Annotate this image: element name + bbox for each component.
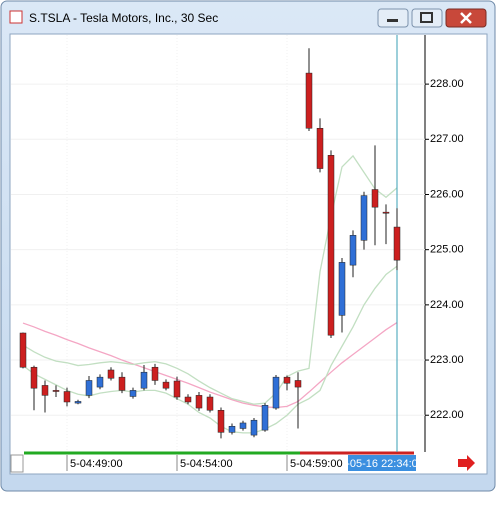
candle-body <box>305 72 313 129</box>
indicator-line <box>22 321 398 409</box>
candle-body <box>74 401 82 404</box>
y-tick-label: 222.00 <box>430 409 464 421</box>
candle-body <box>195 395 203 409</box>
minimize-button[interactable] <box>377 8 409 28</box>
candle-body <box>261 405 269 431</box>
cursor-label-bg <box>348 455 416 471</box>
client-area <box>9 33 488 475</box>
candle-body <box>118 376 126 391</box>
indicator-line <box>22 154 398 405</box>
window-title: S.TSLA - Tesla Motors, Inc., 30 Sec <box>29 11 218 25</box>
x-tick-label: 5-04:49:00 <box>70 458 123 470</box>
candle-body <box>228 426 236 433</box>
candle-body <box>52 390 60 392</box>
candle-body <box>151 366 159 381</box>
candle-body <box>360 195 368 241</box>
candle-body <box>272 376 280 409</box>
candle-body <box>129 390 137 397</box>
indicator-line <box>22 265 398 434</box>
x-tick-label: 5-04:54:00 <box>180 458 233 470</box>
scroll-box[interactable] <box>10 454 24 473</box>
candle-body <box>30 366 38 389</box>
close-icon <box>460 12 472 24</box>
maximize-button[interactable] <box>411 8 443 28</box>
y-tick-label: 225.00 <box>430 244 464 256</box>
y-tick-label: 228.00 <box>430 78 464 90</box>
candle-body <box>184 396 192 403</box>
scroll-arrow[interactable] <box>458 455 475 471</box>
candle-body <box>338 262 346 316</box>
candle-body <box>250 419 258 436</box>
candle-body <box>239 422 247 429</box>
candle-body <box>162 381 170 389</box>
candle-body <box>96 376 104 388</box>
y-tick-label: 224.00 <box>430 299 464 311</box>
candle-body <box>294 380 302 388</box>
x-tick-label: 5-04:59:00 <box>290 458 343 470</box>
candle-body <box>217 410 225 433</box>
candle-body <box>85 380 93 396</box>
candle-body <box>393 226 401 261</box>
candle-body <box>19 332 27 368</box>
candle-body <box>327 155 335 336</box>
candle-body <box>349 235 357 266</box>
cursor-label: 5-05-16 22:34:00 <box>340 458 424 470</box>
candle-body <box>206 396 214 411</box>
y-tick-label: 227.00 <box>430 133 464 145</box>
y-tick-label: 226.00 <box>430 188 464 200</box>
candle-body <box>173 380 181 398</box>
candle-body <box>283 376 291 384</box>
candle-body <box>107 369 115 379</box>
candle-body <box>316 128 324 169</box>
y-tick-label: 223.00 <box>430 354 464 366</box>
candle-body <box>382 211 390 214</box>
maximize-icon <box>420 12 433 23</box>
app-icon <box>9 10 23 24</box>
candle-body <box>41 385 49 396</box>
candle-body <box>140 371 148 389</box>
candle-body <box>63 391 71 403</box>
candle-body <box>371 189 379 208</box>
minimize-icon <box>387 19 398 22</box>
